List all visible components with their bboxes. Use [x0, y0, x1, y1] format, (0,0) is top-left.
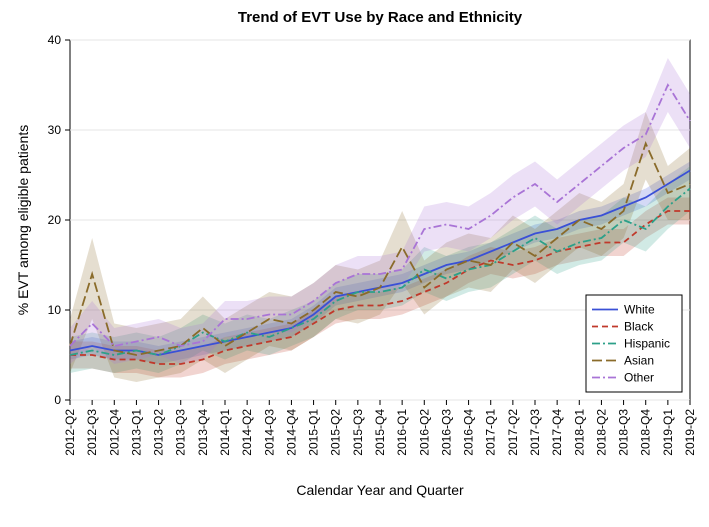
x-tick-label: 2018-Q4 [639, 409, 653, 456]
x-tick-label: 2014-Q2 [240, 409, 254, 456]
x-tick-label: 2019-Q1 [661, 409, 675, 456]
y-axis-label: % EVT among eligible patients [15, 125, 31, 315]
y-tick-label: 20 [48, 213, 62, 227]
x-tick-label: 2013-Q2 [152, 409, 166, 456]
x-tick-label: 2018-Q1 [572, 409, 586, 456]
y-tick-label: 10 [48, 303, 62, 317]
legend-label: Other [624, 371, 654, 385]
x-tick-label: 2013-Q4 [196, 409, 210, 456]
x-tick-label: 2017-Q3 [528, 409, 542, 456]
x-tick-label: 2014-Q3 [262, 409, 276, 456]
x-tick-label: 2012-Q4 [107, 409, 121, 456]
x-tick-label: 2017-Q4 [550, 409, 564, 456]
chart-title: Trend of EVT Use by Race and Ethnicity [238, 9, 523, 26]
x-tick-label: 2018-Q3 [617, 409, 631, 456]
x-tick-label: 2015-Q1 [307, 409, 321, 456]
x-tick-label: 2013-Q3 [174, 409, 188, 456]
x-tick-label: 2013-Q1 [129, 409, 143, 456]
x-tick-label: 2014-Q1 [218, 409, 232, 456]
evt-trend-chart: Trend of EVT Use by Race and Ethnicity 0 1… [0, 0, 709, 527]
legend-label: White [624, 303, 655, 317]
x-tick-label: 2017-Q1 [484, 409, 498, 456]
x-tick-label: 2016-Q3 [439, 409, 453, 456]
legend-label: Hispanic [624, 337, 670, 351]
x-tick-label: 2015-Q4 [373, 409, 387, 456]
legend-label: Black [624, 320, 654, 334]
x-tick-label: 2017-Q2 [506, 409, 520, 456]
x-tick-label: 2016-Q4 [462, 409, 476, 456]
y-tick-label: 0 [54, 393, 61, 407]
x-tick-label: 2012-Q2 [63, 409, 77, 456]
x-axis-label: Calendar Year and Quarter [296, 482, 464, 498]
y-tick-label: 40 [48, 33, 62, 47]
legend-label: Asian [624, 354, 654, 368]
x-tick-label: 2016-Q2 [417, 409, 431, 456]
x-tick-label: 2015-Q2 [329, 409, 343, 456]
x-tick-label: 2018-Q2 [594, 409, 608, 456]
x-tick-label: 2015-Q3 [351, 409, 365, 456]
y-tick-label: 30 [48, 123, 62, 137]
x-tick-label: 2016-Q1 [395, 409, 409, 456]
x-tick-label: 2014-Q4 [284, 409, 298, 456]
x-tick-label: 2012-Q3 [85, 409, 99, 456]
x-tick-label: 2019-Q2 [683, 409, 697, 456]
